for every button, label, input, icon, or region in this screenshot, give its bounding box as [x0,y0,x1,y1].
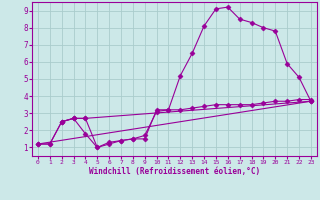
X-axis label: Windchill (Refroidissement éolien,°C): Windchill (Refroidissement éolien,°C) [89,167,260,176]
